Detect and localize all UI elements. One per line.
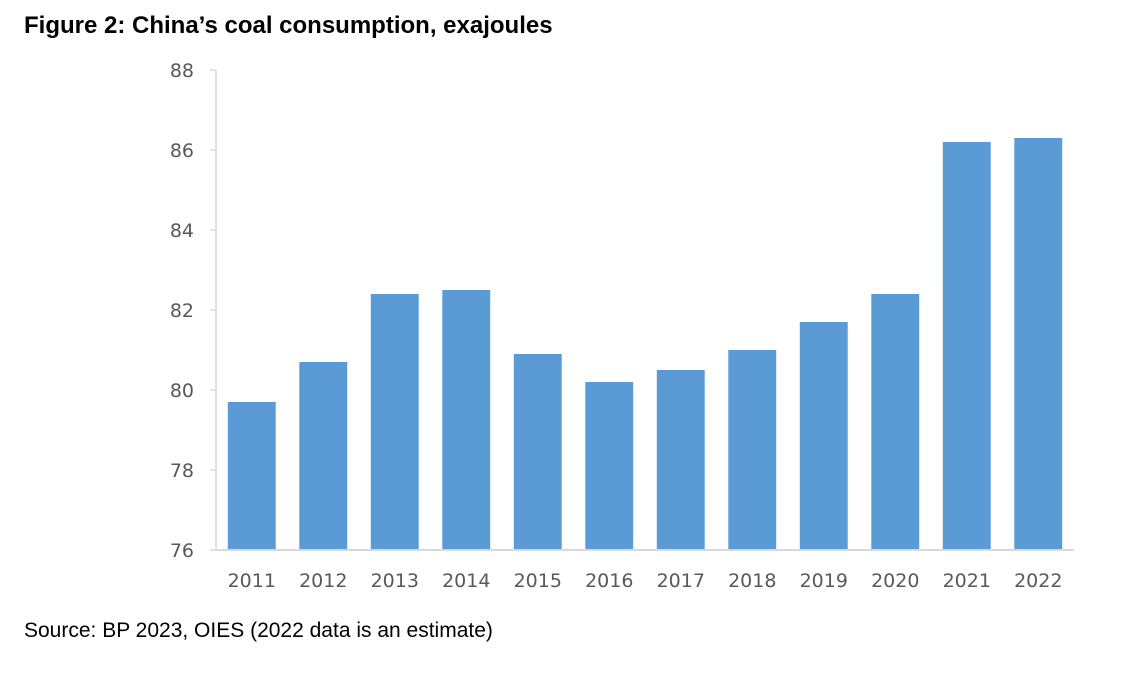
x-axis: 2011 2012 2013 2014 2015 2016 2017 2018 2019 2020… [216, 549, 1074, 592]
y-tick-label: 76 [170, 540, 194, 562]
x-tick-label: 2016 [585, 570, 633, 592]
x-tick-label: 2012 [299, 570, 347, 592]
bar-2016 [585, 382, 634, 550]
bar-2018 [728, 350, 777, 550]
bar-2013 [370, 294, 419, 550]
bar-2017 [656, 370, 705, 550]
x-tick-label: 2021 [943, 570, 991, 592]
bar-2021 [942, 142, 991, 550]
x-tick-label: 2015 [514, 570, 562, 592]
figure-title: Figure 2: China’s coal consumption, exaj… [24, 12, 553, 39]
x-tick-label: 2022 [1014, 570, 1062, 592]
x-tick-label: 2019 [800, 570, 848, 592]
y-axis: 76 78 80 82 84 86 88 [170, 60, 217, 562]
bar-2012 [299, 362, 348, 550]
x-tick-label: 2018 [728, 570, 776, 592]
source-note: Source: BP 2023, OIES (2022 data is an e… [24, 619, 493, 642]
bar-2015 [513, 354, 562, 550]
x-tick-label: 2017 [657, 570, 705, 592]
x-tick-label: 2013 [371, 570, 419, 592]
bar-2014 [442, 290, 491, 550]
bars [227, 138, 1063, 550]
y-tick-label: 78 [170, 460, 194, 482]
x-tick-label: 2020 [871, 570, 919, 592]
bar-2019 [799, 322, 848, 550]
y-tick-label: 86 [170, 140, 194, 162]
y-tick-label: 80 [170, 380, 194, 402]
x-tick-label: 2014 [442, 570, 490, 592]
bar-2020 [871, 294, 920, 550]
bar-2011 [227, 402, 276, 550]
y-tick-label: 84 [170, 220, 194, 242]
bar-2022 [1014, 138, 1063, 550]
y-tick-label: 88 [170, 60, 194, 82]
x-tick-label: 2011 [228, 570, 276, 592]
y-tick-label: 82 [170, 300, 194, 322]
